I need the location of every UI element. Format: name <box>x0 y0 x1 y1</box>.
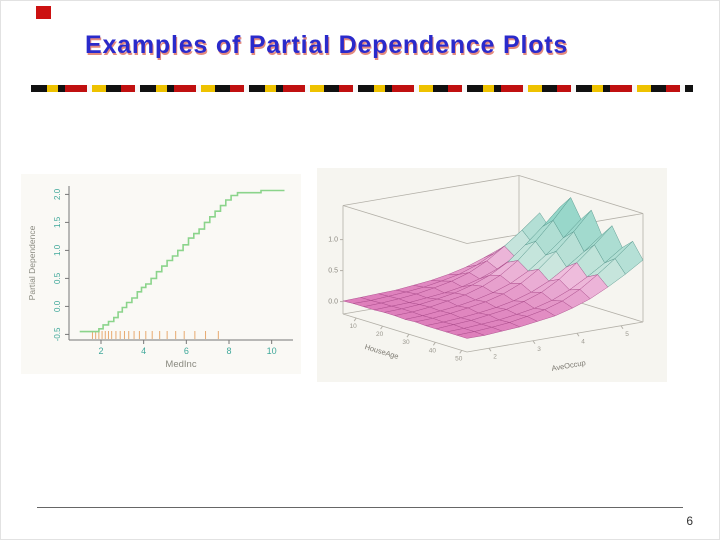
aveoccup-tick-label: 3 <box>537 346 541 353</box>
houseage-tick <box>380 325 383 330</box>
x-tick-label: 10 <box>267 346 277 356</box>
footer-rule <box>37 507 683 508</box>
aveoccup-axis-title: AveOccup <box>551 358 587 373</box>
aveoccup-tick <box>620 325 624 330</box>
aveoccup-tick <box>488 347 492 352</box>
y-tick-label: -0.5 <box>53 327 62 341</box>
partial-dependence-step-line <box>79 189 285 333</box>
y-tick-label: 1.5 <box>53 216 62 228</box>
box-floor-front-right-edge <box>466 321 644 353</box>
houseage-tick-label: 50 <box>455 355 463 362</box>
x-tick-label: 4 <box>141 346 146 356</box>
z-tick-label: 1.0 <box>328 237 338 244</box>
z-tick-label: 0.5 <box>328 268 338 275</box>
surface-quad <box>456 331 485 339</box>
slide-title: Examples of Partial Dependence Plots <box>85 31 569 59</box>
box-top-edge <box>342 205 468 244</box>
page-number: 6 <box>686 514 693 528</box>
y-tick-label: 1.0 <box>53 244 62 256</box>
houseage-tick <box>406 333 410 338</box>
aveoccup-tick-label: 2 <box>493 353 497 360</box>
aveoccup-tick <box>532 340 536 345</box>
y-tick-label: 0.0 <box>53 300 62 312</box>
aveoccup-tick-label: 5 <box>625 331 629 338</box>
aveoccup-tick <box>576 332 580 337</box>
striped-divider <box>31 85 693 92</box>
slide-corner-mark <box>36 6 51 19</box>
z-tick-label: 0.0 <box>328 299 338 306</box>
houseage-tick-label: 20 <box>376 331 384 338</box>
box-top-edge <box>518 175 644 214</box>
partial-dependence-line-chart: 2 4 6 8 10 -0.5 0.0 0.5 1.0 1.5 2.0 Partial Depende… <box>21 174 301 374</box>
houseage-tick <box>353 317 357 322</box>
x-axis-title: MedInc <box>165 359 196 370</box>
box-top-edge <box>342 175 520 206</box>
houseage-axis-title: HouseAge <box>364 342 400 361</box>
partial-dependence-surface-chart: 0.0 0.5 1.0 10 20 30 40 50 2 3 4 5 HouseAge AveOccup <box>317 168 667 382</box>
y-axis-title: Partial Dependence <box>27 225 37 300</box>
houseage-tick <box>459 350 463 354</box>
box-floor-front-left-edge <box>342 313 468 353</box>
aveoccup-tick-label: 4 <box>581 338 585 345</box>
houseage-tick <box>432 342 436 346</box>
houseage-tick-label: 40 <box>429 347 437 354</box>
houseage-tick-label: 30 <box>402 339 410 346</box>
x-tick-label: 6 <box>184 346 189 356</box>
y-tick-label: 0.5 <box>53 272 62 284</box>
x-tick-label: 8 <box>226 346 231 356</box>
x-tick-label: 2 <box>98 346 103 356</box>
y-tick-label: 2.0 <box>53 188 62 200</box>
houseage-tick-label: 10 <box>350 323 358 330</box>
